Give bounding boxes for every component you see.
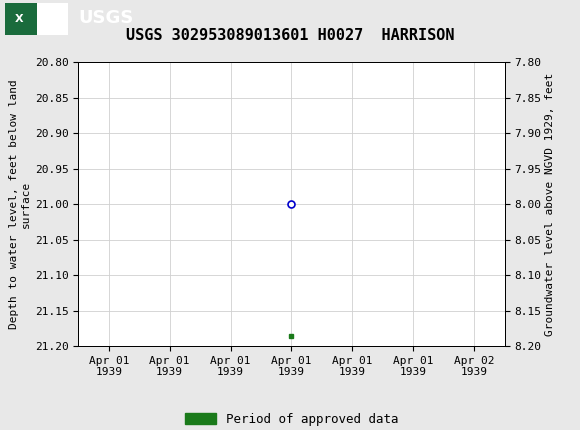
- Legend: Period of approved data: Period of approved data: [180, 408, 403, 430]
- Text: USGS: USGS: [78, 9, 133, 27]
- FancyBboxPatch shape: [5, 3, 68, 35]
- FancyBboxPatch shape: [5, 3, 37, 35]
- Y-axis label: Groundwater level above NGVD 1929, feet: Groundwater level above NGVD 1929, feet: [545, 73, 556, 336]
- Text: USGS 302953089013601 H0027  HARRISON: USGS 302953089013601 H0027 HARRISON: [126, 28, 454, 43]
- Y-axis label: Depth to water level, feet below land
surface: Depth to water level, feet below land su…: [9, 80, 31, 329]
- Text: X: X: [15, 14, 23, 24]
